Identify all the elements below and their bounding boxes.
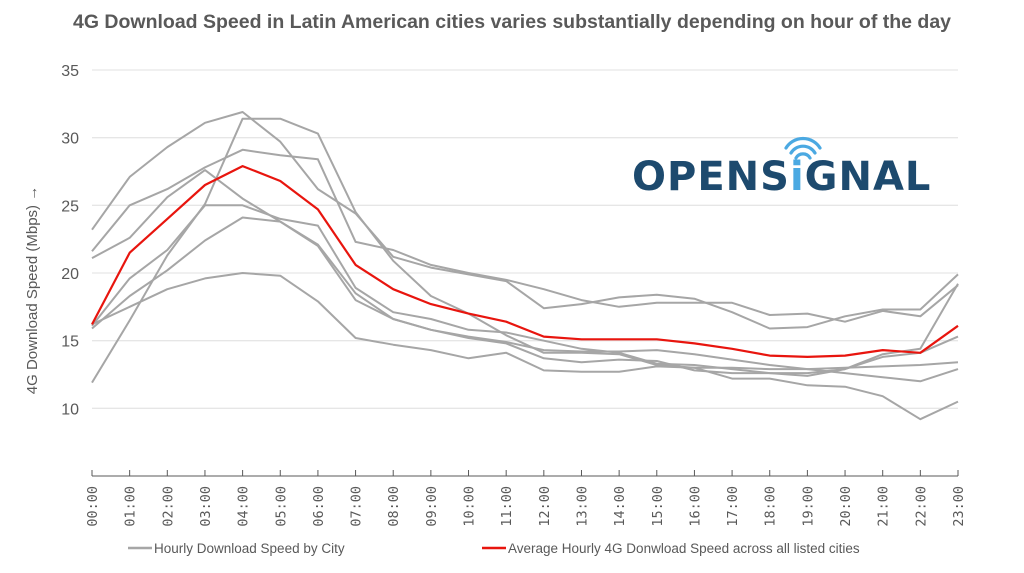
x-tick-label: 17:00 [725,486,741,527]
y-tick-label: 20 [61,266,79,283]
logo-text-right: GNAL [805,154,932,200]
y-tick-label: 35 [61,63,79,80]
series-lines [91,111,959,421]
x-tick-label: 19:00 [800,486,816,527]
x-tick-label: 12:00 [537,486,553,527]
legend-label-average: Average Hourly 4G Donwload Speed across … [508,541,860,556]
wifi-signal-icon [784,137,822,160]
logo-text-i: i [790,154,805,200]
y-tick-label: 10 [61,401,79,418]
x-axis: 00:00 01:00 02:00 03:00 04:00 05:00 06:00 07:00… [85,470,967,527]
svg-text:OPENSiGNAL: OPENSiGNAL [632,154,931,200]
x-tick-label: 01:00 [123,486,139,527]
series-line-city [91,204,959,377]
series-line-city [91,148,959,323]
x-tick-label: 06:00 [311,486,327,527]
x-tick-label: 02:00 [160,486,176,527]
x-tick-label: 04:00 [236,486,252,527]
legend: Hourly Download Speed by City Average Ho… [128,541,860,556]
y-tick-label: 15 [61,334,79,351]
x-tick-label: 07:00 [349,486,365,527]
x-tick-label: 09:00 [424,486,440,527]
gridlines [92,69,958,409]
series-line-average [91,165,959,358]
x-tick-label: 20:00 [838,486,854,527]
x-tick-label: 05:00 [273,486,289,527]
logo-text-left: OPENS [632,154,790,200]
x-tick-label: 16:00 [687,486,703,527]
opensignal-logo: OPENSiGNAL [632,137,931,200]
legend-label-city: Hourly Download Speed by City [154,541,345,556]
series-line-city [91,117,959,421]
x-tick-label: 13:00 [574,486,590,527]
x-tick-label: 03:00 [198,486,214,527]
y-axis-label: 4G Download Speed (Mbps) → [24,186,41,394]
chart-title: 4G Download Speed in Latin American citi… [73,11,951,33]
x-tick-label: 21:00 [876,486,892,527]
x-tick-label: 15:00 [650,486,666,527]
x-tick-label: 08:00 [386,486,402,527]
x-tick-label: 14:00 [612,486,628,527]
x-tick-label: 10:00 [462,486,478,527]
x-tick-label: 23:00 [951,486,967,527]
y-tick-label: 25 [61,198,79,215]
series-line-city [91,111,959,330]
x-tick-label: 18:00 [763,486,779,527]
y-tick-label: 30 [61,131,79,148]
series-line-city [91,272,959,373]
series-line-city [91,216,959,375]
y-axis-ticks: 10 15 20 25 30 35 [61,63,79,418]
x-tick-label: 11:00 [499,486,515,527]
x-tick-label: 00:00 [85,486,101,527]
x-tick-label: 22:00 [913,486,929,527]
